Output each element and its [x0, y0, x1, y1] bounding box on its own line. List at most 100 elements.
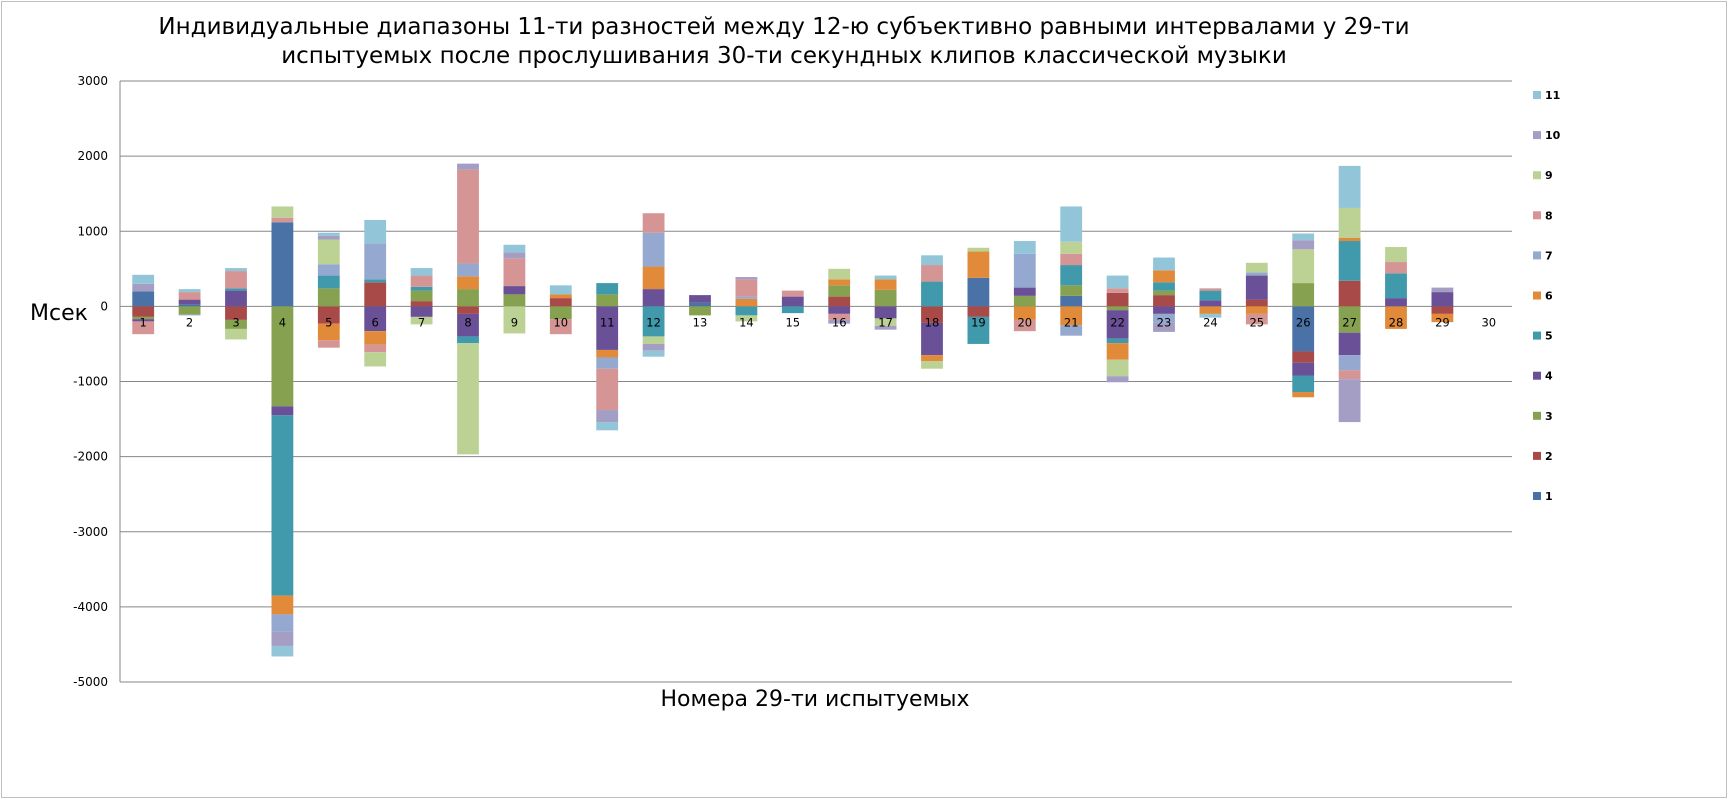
category-labels: 1 2 3 4 5 6 7 8 9 10 11 12 13 14 15 16 17 18 19 20 21 22 23 24 2… — [140, 315, 1497, 329]
bar-segment-subject-19-series-5 — [967, 316, 990, 344]
bar-segment-subject-27-series-8 — [1338, 370, 1361, 380]
bar-segment-subject-12-series-8 — [642, 213, 665, 233]
bar-segment-subject-11-series-3 — [596, 294, 619, 307]
bar-segment-subject-19-series-9 — [967, 247, 990, 252]
legend-swatch-7 — [1533, 251, 1541, 260]
bar-segment-subject-27-series-5 — [1338, 241, 1361, 281]
bar-segment-subject-26-series-3 — [1292, 283, 1315, 307]
bar-segment-subject-20-series-4 — [1013, 287, 1036, 296]
bar-segment-subject-12-series-4 — [642, 289, 665, 307]
category-label: 5 — [325, 315, 332, 329]
bar-segment-subject-11-series-7 — [596, 357, 619, 369]
bar-segment-subject-28-series-4 — [1385, 298, 1407, 307]
bar-segment-subject-17-series-10 — [874, 325, 897, 330]
y-tick-label: -5000 — [73, 675, 108, 689]
bar-segment-subject-26-series-6 — [1292, 392, 1315, 398]
bar-segment-subject-1-series-11 — [132, 274, 155, 284]
bar-segment-subject-25-series-6 — [1245, 306, 1268, 314]
legend-swatch-1 — [1533, 492, 1541, 500]
bar-segment-subject-17-series-3 — [874, 289, 897, 307]
legend-label-10: 10 — [1545, 129, 1561, 142]
bar-segment-subject-27-series-7 — [1338, 355, 1361, 371]
y-axis-ticks: 3000 2000 1000 0 -1000 -2000 -3000 -4000 -5000 — [73, 74, 108, 689]
bar-segment-subject-6-series-8 — [364, 344, 387, 353]
bar-segment-subject-22-series-4 — [1106, 310, 1129, 339]
bar-segment-subject-27-series-3 — [1338, 306, 1361, 333]
bar-segment-subject-25-series-9 — [1245, 262, 1268, 273]
bar-segment-subject-21-series-3 — [1060, 285, 1083, 296]
bar-segment-subject-11-series-4 — [596, 306, 619, 350]
bar-segment-subject-14-series-10 — [735, 277, 758, 280]
bar-segment-subject-5-series-3 — [317, 288, 340, 307]
bar-segment-subject-26-series-1 — [1292, 306, 1315, 352]
bar-segment-subject-16-series-3 — [828, 285, 851, 297]
bar-segment-subject-8-series-10 — [457, 163, 479, 170]
category-label: 1 — [140, 315, 147, 329]
y-tick-label: 1000 — [77, 224, 108, 238]
category-label: 18 — [925, 315, 940, 329]
bar-segment-subject-3-series-11 — [225, 268, 247, 272]
category-label: 28 — [1389, 315, 1404, 329]
category-label: 23 — [1157, 315, 1172, 329]
bar-segment-subject-23-series-7 — [1153, 313, 1175, 323]
legend-label-4: 4 — [1545, 370, 1553, 383]
legend-label-7: 7 — [1545, 249, 1553, 262]
bar-segment-subject-11-series-10 — [596, 410, 619, 423]
bar-segment-subject-9-series-3 — [503, 294, 526, 307]
bar-segment-subject-3-series-8 — [225, 271, 247, 289]
bar-segment-subject-3-series-2 — [225, 306, 247, 320]
bar-segment-subject-5-series-11 — [317, 232, 340, 236]
legend-swatch-8 — [1533, 211, 1541, 220]
bar-segment-subject-26-series-11 — [1292, 233, 1315, 241]
category-label: 11 — [600, 315, 615, 329]
legend-swatch-4 — [1533, 371, 1541, 380]
bar-segment-subject-6-series-7 — [364, 243, 387, 280]
y-tick-label: -3000 — [73, 525, 108, 539]
category-label: 12 — [646, 315, 661, 329]
bar-segment-subject-29-series-2 — [1431, 306, 1454, 314]
legend-swatch-2 — [1533, 451, 1541, 460]
bar-segment-subject-5-series-9 — [317, 239, 340, 265]
chart-title-line-1: Индивидуальные диапазоны 11-ти разностей… — [158, 14, 1409, 40]
legend-label-9: 9 — [1545, 169, 1553, 182]
bar-segment-subject-23-series-5 — [1153, 282, 1175, 291]
category-label: 26 — [1296, 315, 1311, 329]
bar-segment-subject-20-series-7 — [1013, 253, 1036, 288]
bar-segment-subject-20-series-11 — [1013, 241, 1036, 254]
bar-segment-subject-21-series-11 — [1060, 206, 1083, 242]
bar-segment-subject-9-series-8 — [503, 258, 526, 287]
category-label: 15 — [785, 315, 800, 329]
bar-segment-subject-8-series-7 — [457, 263, 479, 277]
bar-segment-subject-24-series-4 — [1199, 300, 1222, 307]
legend-swatch-5 — [1533, 331, 1541, 340]
bar-segment-subject-18-series-8 — [921, 265, 943, 282]
bar-segment-subject-16-series-9 — [828, 268, 851, 280]
bar-segment-subject-28-series-5 — [1385, 273, 1407, 299]
bar-segment-subject-16-series-10 — [828, 319, 851, 324]
legend-swatch-11 — [1533, 91, 1541, 99]
bar-segment-subject-8-series-9 — [457, 343, 479, 455]
bar-segment-subject-26-series-5 — [1292, 375, 1315, 393]
bar-segment-subject-28-series-8 — [1385, 262, 1407, 274]
bar-segment-subject-26-series-9 — [1292, 249, 1315, 284]
y-tick-label: -1000 — [73, 375, 108, 389]
bar-segment-subject-9-series-9 — [503, 306, 526, 334]
bar-segment-subject-16-series-6 — [828, 279, 851, 286]
bar-segment-subject-15-series-5 — [781, 306, 804, 314]
bar-segment-subject-23-series-11 — [1153, 257, 1175, 271]
bar-segment-subject-8-series-3 — [457, 289, 479, 307]
bar-segment-subject-24-series-5 — [1199, 290, 1222, 301]
bar-segment-subject-7-series-4 — [410, 306, 433, 317]
bar-segment-subject-4-series-5 — [271, 415, 294, 596]
bar-segment-subject-2-series-11 — [178, 289, 201, 293]
bar-segment-subject-1-series-3 — [132, 316, 155, 320]
bar-segment-subject-1-series-4 — [132, 319, 155, 322]
bar-segment-subject-3-series-9 — [225, 328, 247, 340]
bar-segment-subject-1-series-1 — [132, 291, 155, 307]
bar-segment-subject-5-series-5 — [317, 275, 340, 289]
bar-segment-subject-13-series-4 — [689, 295, 711, 303]
bar-segment-subject-7-series-5 — [410, 286, 433, 291]
bar-segment-subject-6-series-6 — [364, 331, 387, 345]
bar-segment-subject-18-series-9 — [921, 361, 943, 369]
y-tick-label: 2000 — [77, 149, 108, 163]
